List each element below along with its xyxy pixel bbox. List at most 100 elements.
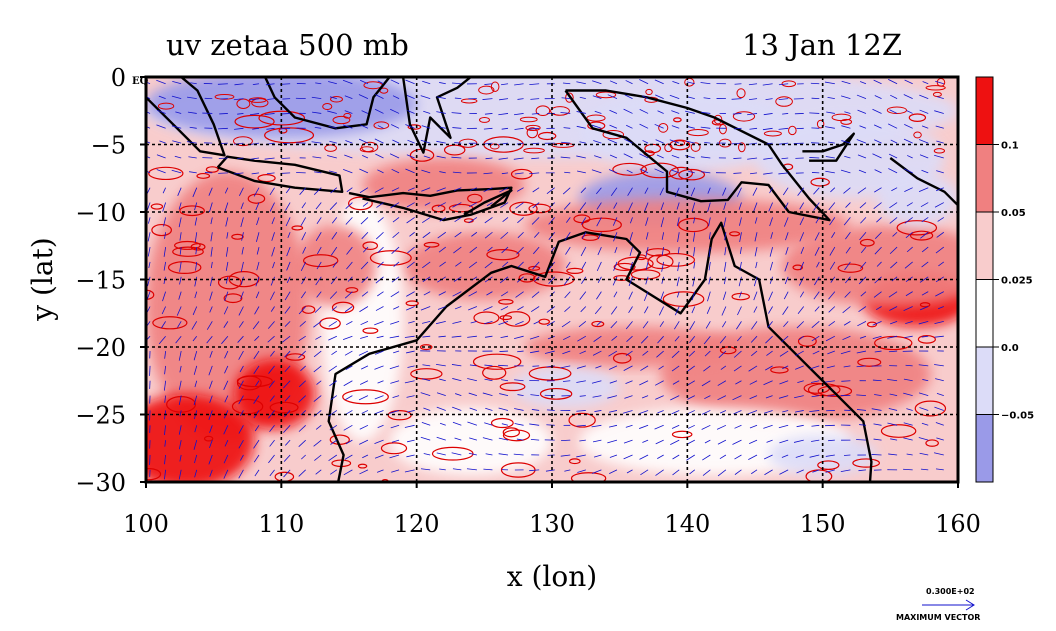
wind-vector	[161, 321, 166, 329]
wind-vector	[253, 454, 260, 463]
contour	[369, 250, 412, 266]
wind-vector	[685, 110, 695, 114]
wind-vector	[439, 217, 446, 222]
wind-vector	[393, 261, 400, 267]
wind-vector	[344, 95, 353, 99]
wind-vector	[516, 485, 523, 486]
wind-vector	[234, 83, 244, 86]
wind-vector	[194, 291, 198, 299]
wind-vector	[359, 424, 369, 430]
wind-vector	[918, 187, 929, 192]
wind-vector	[498, 364, 509, 367]
wind-vector	[193, 440, 198, 450]
wind-vector	[514, 83, 524, 86]
wind-vector	[406, 154, 415, 159]
wind-vector	[613, 261, 618, 271]
wind-vector	[809, 157, 820, 159]
wind-vector	[904, 335, 913, 338]
wind-vector	[845, 276, 851, 284]
wind-vector	[891, 485, 897, 486]
wind-vector	[888, 408, 898, 411]
wind-vector	[344, 350, 353, 356]
wind-vector	[374, 320, 384, 326]
wind-vector	[627, 187, 633, 196]
contour	[677, 217, 709, 233]
wind-vector	[392, 217, 400, 223]
wind-vector	[768, 485, 773, 489]
wind-vector	[484, 335, 493, 338]
wind-vector	[693, 261, 696, 269]
wind-vector	[691, 202, 696, 212]
wind-vector	[499, 98, 509, 101]
wind-vector	[609, 124, 618, 129]
wind-vector	[253, 187, 260, 197]
contour	[405, 300, 419, 307]
wind-vector	[501, 172, 509, 175]
contour	[602, 129, 625, 140]
wind-vector	[251, 172, 260, 175]
wind-vector	[645, 217, 649, 226]
wind-vector	[732, 113, 742, 115]
wind-vector	[677, 232, 680, 242]
wind-vector	[529, 172, 540, 175]
wind-vector	[857, 109, 867, 114]
contour	[528, 366, 572, 381]
wind-vector	[359, 469, 369, 475]
wind-vector	[471, 231, 478, 237]
wind-vector	[809, 410, 820, 412]
wind-vector	[407, 365, 415, 368]
wind-vector	[174, 155, 182, 159]
wind-vector	[469, 364, 477, 367]
contour	[647, 254, 674, 270]
wind-vector	[256, 232, 260, 243]
wind-vector	[486, 291, 493, 296]
wind-vector	[392, 95, 400, 99]
wind-vector	[843, 365, 851, 368]
wind-vector	[750, 485, 757, 491]
wind-vector	[856, 409, 867, 411]
contour	[919, 302, 931, 308]
wind-vector	[164, 232, 167, 239]
wind-vector	[421, 169, 431, 174]
wind-vector	[238, 395, 244, 405]
wind-vector	[609, 154, 618, 159]
wind-vector	[281, 157, 291, 159]
wind-vector	[753, 306, 758, 313]
wind-vector	[812, 350, 820, 355]
wind-vector	[501, 127, 509, 130]
wind-vector	[904, 217, 913, 224]
wind-vector	[672, 469, 680, 476]
wind-vector	[919, 109, 929, 114]
wind-vector	[452, 421, 462, 426]
wind-vector	[284, 410, 291, 417]
wind-vector	[563, 127, 571, 129]
wind-vector	[607, 94, 618, 99]
wind-vector	[639, 108, 649, 114]
wind-vector	[225, 276, 229, 284]
wind-vector	[192, 187, 198, 198]
wind-vector	[889, 202, 898, 209]
wind-vector	[921, 125, 929, 129]
contour	[933, 148, 946, 154]
wind-vector	[644, 306, 649, 314]
wind-vector	[420, 306, 431, 311]
wind-vector	[500, 202, 509, 208]
wind-vector	[435, 363, 446, 367]
wind-vector	[781, 454, 789, 458]
wind-vector	[753, 202, 758, 212]
wind-vector	[781, 485, 788, 490]
wind-vector	[732, 395, 742, 401]
wind-vector	[374, 454, 384, 459]
wind-vector	[577, 469, 586, 473]
contour	[573, 214, 591, 224]
wind-vector	[826, 365, 835, 369]
wind-vector	[146, 155, 151, 159]
wind-vector	[407, 246, 415, 254]
y-tick-label: −15	[75, 267, 126, 295]
wind-vector	[625, 485, 633, 491]
contour	[174, 240, 201, 250]
wind-vector	[597, 232, 602, 240]
wind-vector	[208, 187, 213, 196]
contour	[343, 112, 352, 119]
wind-vector	[194, 232, 198, 243]
